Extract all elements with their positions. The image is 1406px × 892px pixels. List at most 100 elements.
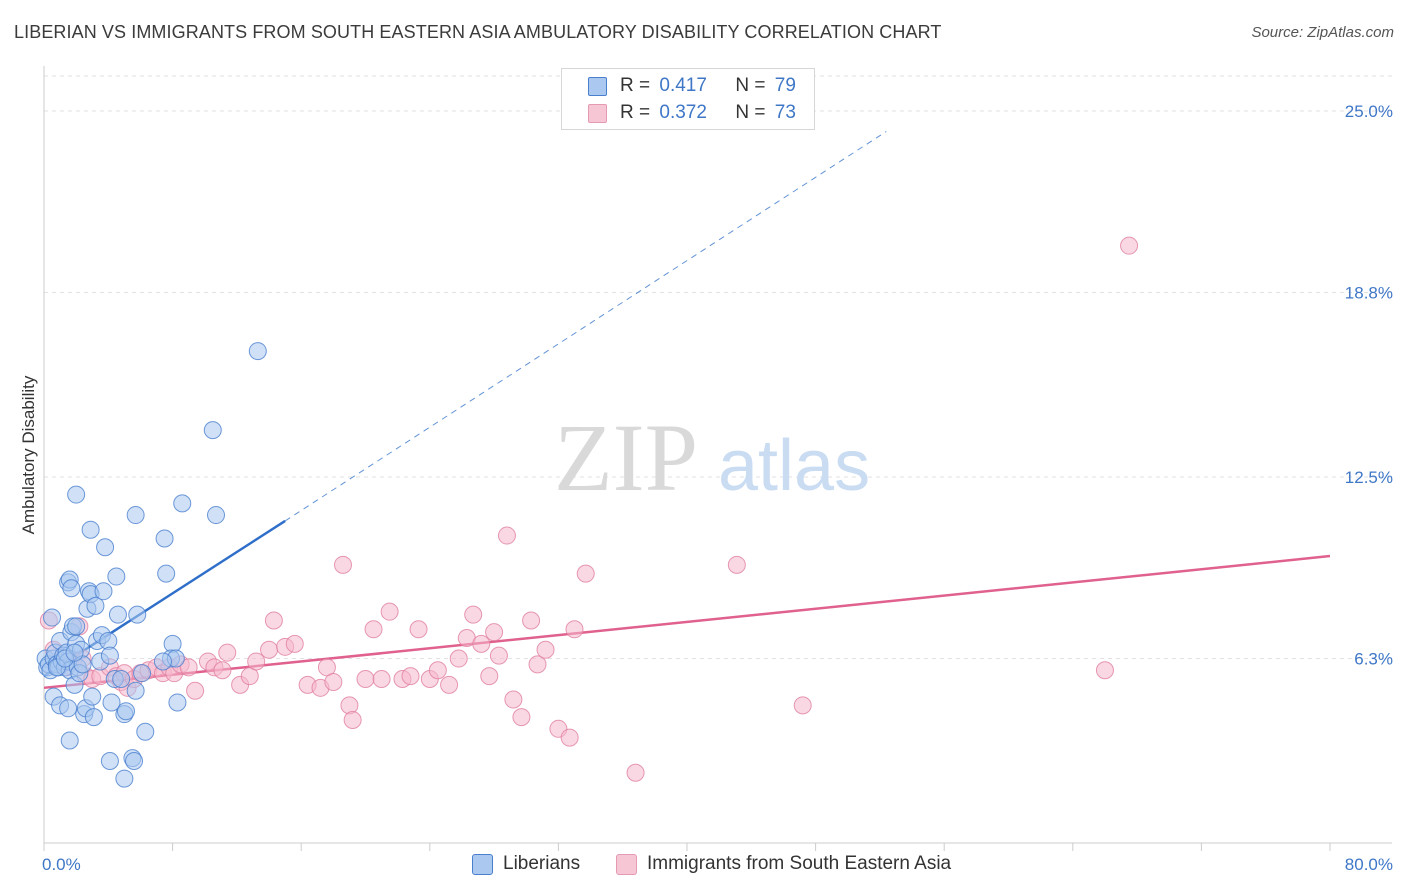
point-immigrants (464, 605, 483, 624)
point-immigrants (497, 526, 516, 545)
point-immigrants (793, 696, 812, 715)
point-liberians (155, 529, 174, 548)
point-immigrants (560, 728, 579, 747)
point-immigrants (356, 670, 375, 689)
point-liberians (100, 646, 119, 665)
point-liberians (86, 596, 105, 615)
point-immigrants (247, 652, 266, 671)
point-liberians (43, 608, 62, 627)
point-liberians (207, 506, 226, 525)
axes (43, 66, 1392, 851)
point-liberians (157, 564, 176, 583)
point-liberians (96, 538, 115, 557)
tick-labels: 6.3% 12.5% 18.8% 25.0% 0.0% 80.0% Ambulatory D… (19, 102, 1393, 874)
legend-n-value: 79 (774, 75, 796, 96)
point-liberians (62, 579, 81, 598)
point-liberians (112, 670, 131, 689)
legend-n-value: 73 (774, 102, 796, 123)
series-legend: Liberians Immigrants from South Eastern … (0, 850, 1406, 878)
point-immigrants (489, 646, 508, 665)
point-immigrants (565, 620, 584, 639)
point-liberians (60, 731, 79, 750)
legend-r-value: 0.372 (659, 102, 707, 123)
y-tick-label: 18.8% (1345, 284, 1393, 303)
point-liberians (136, 722, 155, 741)
point-liberians (125, 752, 144, 771)
point-immigrants (333, 555, 352, 574)
y-tick-label: 25.0% (1345, 102, 1393, 121)
point-liberians (67, 485, 86, 504)
point-liberians (126, 506, 145, 525)
point-immigrants (528, 655, 547, 674)
point-liberians (100, 752, 119, 771)
point-immigrants (576, 564, 595, 583)
point-immigrants (218, 643, 237, 662)
data-points (36, 236, 1139, 788)
y-axis-label: Ambulatory Disability (19, 375, 38, 534)
point-immigrants (340, 696, 359, 715)
chart-title: LIBERIAN VS IMMIGRANTS FROM SOUTH EASTER… (14, 22, 942, 42)
legend-row-liberians: R = 0.417 N = 79 (620, 74, 796, 98)
point-immigrants (504, 690, 523, 709)
x-tick-label: 0.0% (42, 855, 81, 874)
point-immigrants (343, 711, 362, 730)
legend-swatch-immigrants (588, 104, 607, 123)
point-immigrants (372, 670, 391, 689)
x-tick-label: 80.0% (1345, 855, 1393, 874)
point-immigrants (480, 667, 499, 686)
y-tick-label: 12.5% (1345, 468, 1393, 487)
series-swatch-immigrants (616, 853, 637, 875)
trend-line-immigrants (43, 554, 1331, 690)
legend-r-label: R = (620, 75, 651, 96)
point-immigrants (449, 649, 468, 668)
point-liberians (116, 702, 135, 721)
point-immigrants (472, 634, 491, 653)
point-immigrants (428, 661, 447, 680)
legend-n-label: N = (735, 102, 766, 123)
point-immigrants (364, 620, 383, 639)
point-liberians (94, 582, 113, 601)
point-liberians (248, 342, 267, 361)
point-immigrants (285, 634, 304, 653)
point-immigrants (485, 623, 504, 642)
point-liberians (67, 617, 86, 636)
legend-swatch-liberians (588, 77, 607, 96)
point-immigrants (380, 602, 399, 621)
point-immigrants (186, 681, 205, 700)
point-immigrants (264, 611, 283, 630)
legend-r-value: 0.417 (659, 75, 707, 96)
legend-n-label: N = (735, 75, 766, 96)
correlation-legend: R = 0.417 N = 79 R = 0.372 N = 73 (561, 68, 815, 130)
point-liberians (108, 605, 127, 624)
point-liberians (126, 681, 145, 700)
series-legend-immigrants: Immigrants from South Eastern Asia (616, 850, 951, 878)
series-name-liberians: Liberians (503, 853, 581, 874)
point-liberians (65, 643, 84, 662)
point-immigrants (522, 611, 541, 630)
point-liberians (153, 652, 172, 671)
point-immigrants (1095, 661, 1114, 680)
point-immigrants (512, 708, 531, 727)
chart-source: Source: ZipAtlas.com (1251, 24, 1394, 41)
watermark-atlas: atlas (718, 426, 870, 506)
legend-row-immigrants: R = 0.372 N = 73 (620, 101, 796, 125)
point-immigrants (1120, 236, 1139, 255)
series-name-immigrants: Immigrants from South Eastern Asia (647, 853, 952, 874)
watermark: ZIP atlas (554, 404, 870, 511)
point-immigrants (401, 667, 420, 686)
trend-line-liberians-extrapolated (284, 131, 887, 522)
point-liberians (81, 520, 100, 539)
point-immigrants (260, 640, 279, 659)
point-immigrants (324, 672, 343, 691)
point-immigrants (440, 675, 459, 694)
legend-r-label: R = (620, 102, 651, 123)
point-liberians (133, 664, 152, 683)
point-liberians (173, 494, 192, 513)
series-swatch-liberians (472, 853, 493, 875)
series-legend-liberians: Liberians (472, 850, 580, 878)
point-liberians (83, 687, 102, 706)
point-immigrants (409, 620, 428, 639)
point-immigrants (213, 661, 232, 680)
y-tick-label: 6.3% (1354, 650, 1393, 669)
